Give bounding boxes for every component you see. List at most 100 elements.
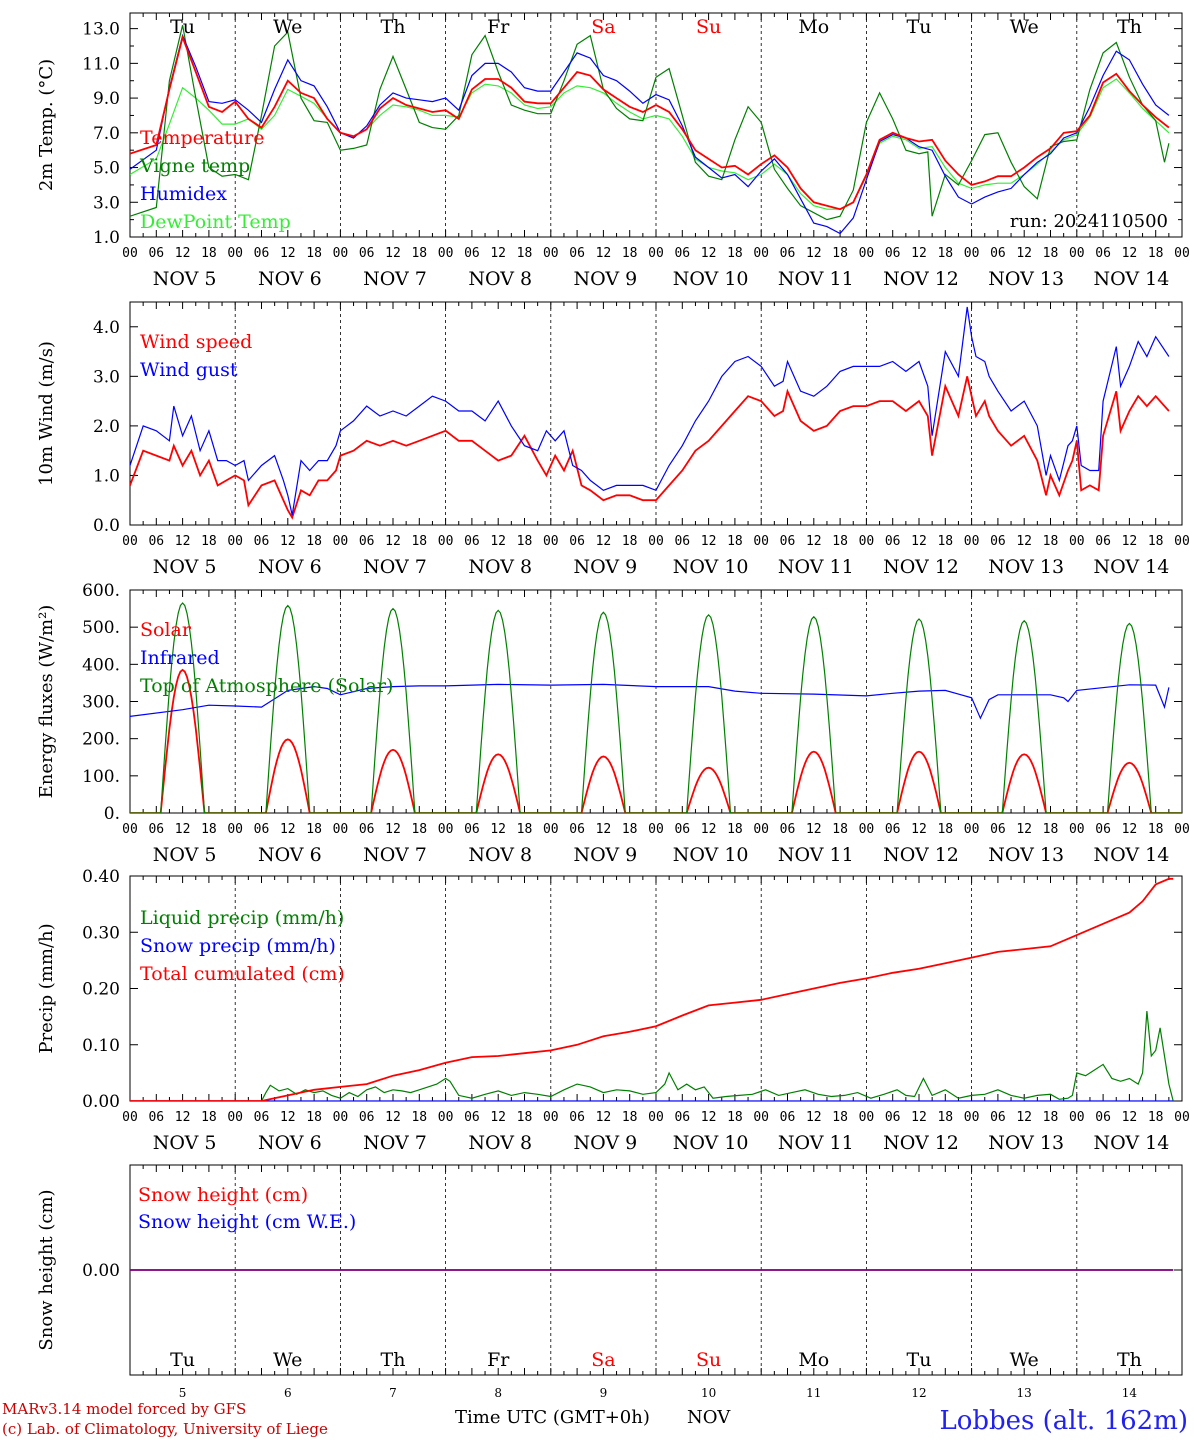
x-hour-label: 12 [701, 1110, 717, 1125]
x-hour-label: 06 [148, 246, 164, 261]
series-line-liquid-precip-mm-h- [130, 1010, 1174, 1101]
x-hour-label: 12 [1016, 246, 1032, 261]
x-hour-label: 00 [122, 1110, 138, 1125]
legend-entry: Wind gust [140, 359, 238, 381]
x-hour-label: 00 [1174, 246, 1190, 261]
x-hour-label: 12 [280, 246, 296, 261]
day-number-label: 6 [284, 1386, 292, 1400]
x-hour-label: 06 [674, 822, 690, 837]
weekday-label: Sa [591, 1349, 615, 1371]
plot-frame [129, 589, 1183, 814]
x-hour-label: 06 [674, 534, 690, 549]
y-tick-label: 3.0 [93, 193, 120, 213]
x-hour-label: 12 [1016, 1110, 1032, 1125]
x-hour-label: 00 [122, 246, 138, 261]
day-number-label: 5 [179, 1386, 187, 1400]
x-hour-label: 12 [911, 1110, 927, 1125]
x-hour-label: 12 [175, 822, 191, 837]
x-hour-label: 18 [1043, 822, 1059, 837]
x-hour-label: 06 [780, 1110, 796, 1125]
weekday-label: Tu [170, 16, 195, 38]
legend-entry: Top of Atmosphere (Solar) [140, 675, 393, 697]
x-date-label: NOV 5 [153, 844, 217, 866]
y-tick-label: 1.0 [93, 228, 120, 248]
x-hour-label: 18 [937, 534, 953, 549]
x-hour-label: 18 [517, 246, 533, 261]
x-hour-label: 18 [517, 534, 533, 549]
x-date-label: NOV 5 [153, 1132, 217, 1154]
y-tick-label: 0.20 [82, 980, 120, 1000]
x-hour-label: 18 [1148, 246, 1164, 261]
x-hour-label: 12 [701, 534, 717, 549]
weekday-label: Su [696, 1349, 721, 1371]
weekday-label: Sa [591, 16, 615, 38]
x-date-label: NOV 6 [258, 844, 322, 866]
x-hour-label: 00 [859, 246, 875, 261]
x-hour-label: 18 [306, 822, 322, 837]
x-hour-label: 00 [438, 534, 454, 549]
x-hour-label: 18 [622, 1110, 638, 1125]
x-hour-label: 12 [911, 822, 927, 837]
x-hour-label: 06 [254, 246, 270, 261]
series-line-humidex [130, 33, 1170, 235]
y-tick-label: 500. [82, 618, 120, 638]
x-hour-label: 18 [937, 246, 953, 261]
x-hour-label: 18 [411, 246, 427, 261]
x-hour-label: 18 [411, 534, 427, 549]
y-tick-label: 1.0 [93, 466, 120, 486]
x-hour-label: 12 [280, 822, 296, 837]
x-hour-label: 06 [885, 246, 901, 261]
legend-entry: Humidex [140, 183, 227, 205]
x-hour-label: 12 [596, 534, 612, 549]
credit-line-2: (c) Lab. of Climatology, University of L… [2, 1420, 328, 1438]
x-date-label: NOV 5 [153, 268, 217, 290]
x-hour-label: 00 [753, 1110, 769, 1125]
x-hour-label: 18 [1043, 534, 1059, 549]
run-label: run: 2024110500 [1010, 211, 1168, 232]
x-hour-label: 00 [333, 534, 349, 549]
x-hour-label: 12 [490, 1110, 506, 1125]
y-tick-label: 400. [82, 655, 120, 675]
y-tick-label: 0.0 [93, 516, 120, 536]
legend-entry: Infrared [140, 647, 220, 669]
y-tick-label: 0.40 [82, 867, 120, 887]
x-date-label: NOV 13 [988, 556, 1064, 578]
x-hour-label: 18 [832, 822, 848, 837]
x-hour-label: 06 [464, 246, 480, 261]
x-date-label: NOV 14 [1093, 1132, 1169, 1154]
weekday-label: Fr [487, 16, 510, 38]
x-hour-label: 18 [306, 246, 322, 261]
y-tick-label: 100. [82, 767, 120, 787]
x-hour-label: 00 [964, 1110, 980, 1125]
x-date-label: NOV 9 [574, 844, 638, 866]
x-hour-label: 06 [674, 246, 690, 261]
x-hour-label: 00 [648, 822, 664, 837]
series-line-wind-gust [130, 306, 1170, 516]
x-hour-label: 12 [385, 822, 401, 837]
x-hour-label: 18 [832, 246, 848, 261]
x-hour-label: 18 [1148, 1110, 1164, 1125]
day-number-label: 13 [1017, 1386, 1032, 1400]
x-hour-label: 18 [727, 246, 743, 261]
weekday-label: Su [696, 16, 721, 38]
x-hour-label: 00 [543, 534, 559, 549]
y-tick-label: 0.00 [82, 1261, 120, 1281]
x-hour-label: 00 [333, 246, 349, 261]
x-date-label: NOV 10 [673, 844, 749, 866]
day-number-label: 14 [1122, 1386, 1138, 1400]
x-hour-label: 06 [569, 822, 585, 837]
x-hour-label: 00 [1069, 822, 1085, 837]
x-hour-label: 06 [1095, 534, 1111, 549]
x-date-label: NOV 14 [1093, 844, 1169, 866]
day-number-label: 12 [911, 1386, 926, 1400]
x-hour-label: 12 [490, 246, 506, 261]
x-hour-label: 06 [148, 822, 164, 837]
x-date-label: NOV 9 [574, 1132, 638, 1154]
day-number-label: 8 [494, 1386, 502, 1400]
x-hour-label: 00 [543, 246, 559, 261]
x-hour-label: 00 [543, 1110, 559, 1125]
weekday-label: Th [1117, 16, 1142, 38]
x-date-label: NOV 11 [778, 268, 854, 290]
x-hour-label: 18 [622, 534, 638, 549]
y-tick-label: 300. [82, 693, 120, 713]
